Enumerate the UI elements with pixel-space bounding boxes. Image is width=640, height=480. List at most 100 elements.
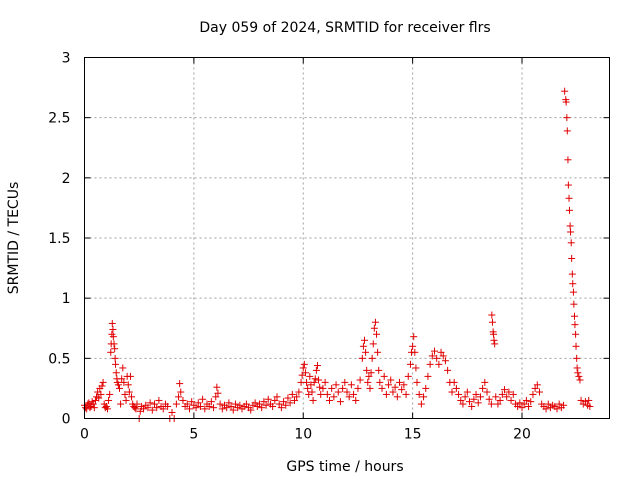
data-point bbox=[362, 348, 370, 356]
data-point bbox=[455, 390, 463, 398]
data-point bbox=[370, 324, 378, 332]
data-point bbox=[151, 400, 158, 408]
data-point bbox=[371, 318, 379, 326]
data-point bbox=[358, 354, 366, 362]
data-point bbox=[214, 389, 222, 397]
data-point bbox=[196, 402, 204, 410]
data-point bbox=[575, 372, 583, 380]
y-tick-label: 2 bbox=[62, 171, 71, 187]
data-point bbox=[461, 393, 469, 401]
data-point bbox=[124, 381, 132, 389]
data-point bbox=[420, 393, 428, 401]
data-point bbox=[542, 405, 550, 413]
data-point bbox=[410, 333, 418, 341]
data-point bbox=[310, 378, 318, 386]
data-point bbox=[201, 405, 209, 413]
data-point bbox=[509, 390, 517, 398]
data-point bbox=[299, 364, 307, 372]
data-point bbox=[256, 400, 263, 408]
data-point bbox=[514, 402, 522, 410]
data-point bbox=[485, 395, 493, 403]
data-point bbox=[411, 348, 419, 356]
data-point bbox=[109, 325, 117, 333]
data-point bbox=[188, 398, 196, 406]
data-point bbox=[258, 404, 266, 412]
data-point bbox=[448, 388, 456, 396]
data-point bbox=[463, 388, 471, 396]
data-point bbox=[111, 345, 119, 353]
data-point bbox=[291, 396, 298, 404]
data-point bbox=[282, 401, 290, 409]
data-point bbox=[105, 396, 113, 404]
x-tick-label: 5 bbox=[189, 427, 198, 443]
data-point bbox=[573, 354, 581, 362]
data-point bbox=[315, 376, 323, 384]
data-point bbox=[555, 400, 563, 408]
plot-frame bbox=[84, 57, 610, 419]
data-point bbox=[491, 340, 499, 348]
data-point bbox=[339, 384, 347, 392]
data-point bbox=[106, 390, 114, 398]
y-tick-labels: 0 0.5 1 1.5 2 2.5 3 bbox=[48, 51, 70, 428]
data-point bbox=[116, 384, 123, 392]
data-point bbox=[459, 400, 467, 408]
x-tick-label: 15 bbox=[404, 427, 422, 443]
data-point bbox=[332, 381, 340, 389]
data-point bbox=[568, 270, 576, 278]
data-point bbox=[413, 378, 421, 386]
data-point bbox=[472, 390, 480, 398]
data-point bbox=[114, 381, 122, 389]
data-point bbox=[415, 390, 423, 398]
data-point bbox=[441, 357, 449, 365]
data-point bbox=[121, 390, 129, 398]
data-point bbox=[398, 386, 406, 394]
data-point bbox=[490, 336, 498, 344]
data-point bbox=[366, 384, 374, 392]
data-point bbox=[373, 330, 381, 338]
data-point bbox=[153, 404, 161, 412]
data-point bbox=[122, 396, 130, 404]
data-point bbox=[367, 369, 375, 377]
data-point bbox=[389, 388, 397, 396]
data-point bbox=[376, 378, 384, 386]
y-tick-label: 0 bbox=[62, 412, 71, 428]
data-point bbox=[225, 399, 233, 407]
data-point bbox=[159, 405, 167, 413]
data-point bbox=[561, 87, 569, 95]
data-point bbox=[164, 402, 172, 410]
data-point bbox=[533, 381, 541, 389]
data-point bbox=[364, 378, 372, 386]
data-point bbox=[570, 300, 578, 308]
data-point bbox=[251, 399, 259, 407]
y-axis-label: SRMTID / TECUs bbox=[6, 182, 22, 295]
data-point bbox=[571, 312, 578, 320]
data-point bbox=[85, 399, 93, 407]
data-point bbox=[422, 384, 430, 392]
data-point bbox=[319, 384, 327, 392]
data-point bbox=[563, 127, 571, 135]
data-point bbox=[522, 396, 530, 404]
data-point bbox=[269, 402, 277, 410]
data-point bbox=[404, 372, 412, 380]
data-point bbox=[179, 396, 187, 404]
data-point bbox=[387, 376, 395, 384]
data-point bbox=[99, 378, 107, 386]
data-point bbox=[409, 342, 417, 350]
data-point bbox=[565, 194, 573, 202]
data-point bbox=[280, 398, 288, 406]
data-point bbox=[212, 393, 220, 401]
data-point bbox=[172, 400, 180, 408]
data-point bbox=[562, 98, 570, 106]
data-point bbox=[168, 408, 176, 416]
data-point bbox=[277, 404, 285, 412]
data-point bbox=[148, 406, 156, 414]
data-point bbox=[452, 384, 460, 392]
data-point bbox=[382, 390, 390, 398]
data-point bbox=[563, 114, 571, 122]
data-point bbox=[468, 402, 476, 410]
data-point bbox=[205, 402, 213, 410]
x-tick-label: 0 bbox=[80, 427, 89, 443]
data-point bbox=[437, 348, 445, 356]
data-point bbox=[304, 384, 312, 392]
data-point bbox=[321, 378, 329, 386]
